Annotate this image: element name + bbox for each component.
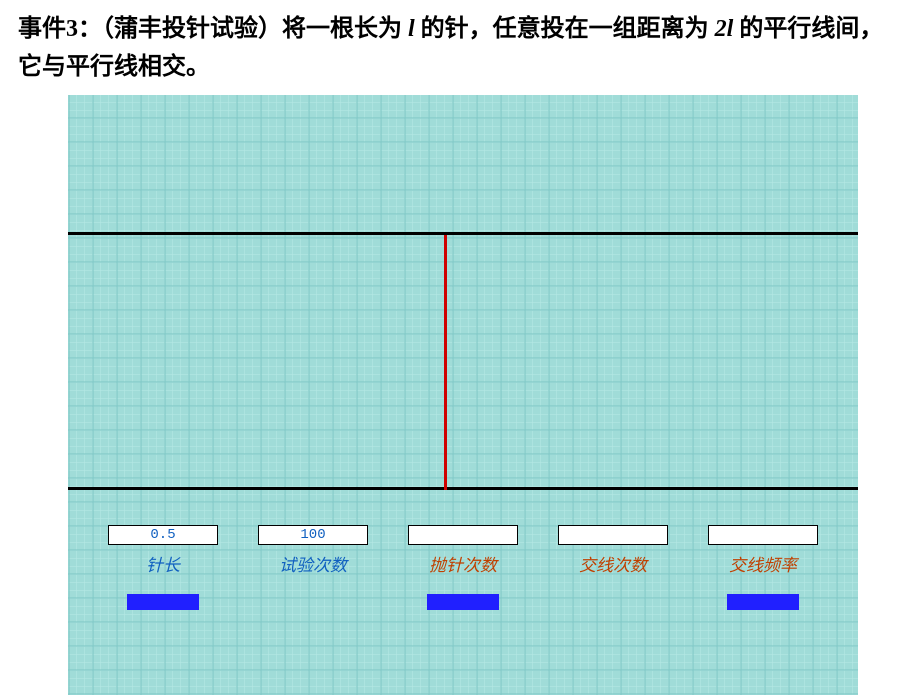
simulation-canvas: 0.5 针长 100 试验次数 抛针次数 交线次数 交线频率 xyxy=(68,95,858,695)
parallel-line-bottom xyxy=(68,487,858,490)
needle xyxy=(444,235,447,490)
action-button-0[interactable] xyxy=(127,594,199,610)
label-4: 交线频率 xyxy=(729,551,797,576)
label-2: 抛针次数 xyxy=(429,551,497,576)
parallel-line-top xyxy=(68,232,858,235)
value-box-3[interactable] xyxy=(558,525,668,545)
control-3: 交线次数 xyxy=(548,525,678,610)
action-button-2[interactable] xyxy=(427,594,499,610)
controls-row: 0.5 针长 100 试验次数 抛针次数 交线次数 交线频率 xyxy=(68,525,858,610)
action-button-4[interactable] xyxy=(727,594,799,610)
control-4: 交线频率 xyxy=(698,525,828,610)
label-0: 针长 xyxy=(146,551,180,576)
label-1: 试验次数 xyxy=(279,551,347,576)
control-2: 抛针次数 xyxy=(398,525,528,610)
value-box-2[interactable] xyxy=(408,525,518,545)
control-0: 0.5 针长 xyxy=(98,525,228,610)
text-2: 的针，任意投在一组距离为 xyxy=(415,16,715,42)
var-l: l xyxy=(408,16,415,42)
problem-statement: 事件3：（蒲丰投针试验）将一根长为 l 的针，任意投在一组距离为 2l 的平行线… xyxy=(0,0,920,95)
value-box-0[interactable]: 0.5 xyxy=(108,525,218,545)
value-box-4[interactable] xyxy=(708,525,818,545)
value-box-1[interactable]: 100 xyxy=(258,525,368,545)
event-prefix: 事件3： xyxy=(18,16,102,42)
text-1: （蒲丰投针试验）将一根长为 xyxy=(102,16,408,42)
var-2l: 2l xyxy=(715,16,734,42)
control-1: 100 试验次数 xyxy=(248,525,378,610)
label-3: 交线次数 xyxy=(579,551,647,576)
